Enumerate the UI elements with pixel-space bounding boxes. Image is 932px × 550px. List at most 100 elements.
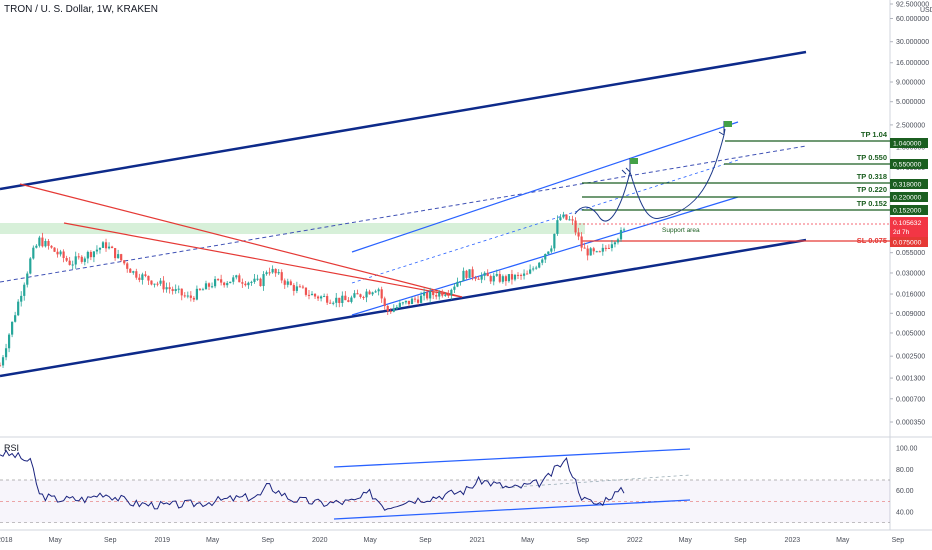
candle-body bbox=[26, 273, 29, 285]
rsi-label: RSI bbox=[4, 443, 20, 453]
candle-body bbox=[353, 293, 356, 298]
candle-body bbox=[162, 280, 165, 290]
downtrend-line-1 bbox=[19, 183, 463, 298]
candle-body bbox=[132, 271, 135, 273]
price-tick-label: 0.000350 bbox=[896, 420, 925, 427]
candle-body bbox=[344, 295, 347, 301]
candle-body bbox=[371, 292, 374, 295]
candle-body bbox=[110, 246, 114, 249]
support-area-band bbox=[0, 223, 585, 234]
candle-body bbox=[107, 246, 111, 249]
candle-body bbox=[271, 268, 274, 273]
price-unit-label: USD bbox=[920, 7, 932, 14]
candle-body bbox=[50, 245, 53, 248]
price-tick-label: 30.000000 bbox=[896, 39, 929, 46]
candle-body bbox=[429, 291, 432, 299]
candle-body bbox=[183, 295, 186, 297]
candle-body bbox=[307, 294, 311, 296]
rsi-tick-label: 80.00 bbox=[896, 467, 914, 474]
candle-body bbox=[280, 272, 283, 281]
candle-body bbox=[320, 296, 323, 299]
candle-body bbox=[29, 258, 32, 274]
candle-body bbox=[232, 277, 235, 282]
candle-body bbox=[301, 286, 305, 288]
candle-body bbox=[565, 214, 568, 220]
current-price-box bbox=[890, 217, 928, 237]
price-tick-label: 2.500000 bbox=[896, 122, 925, 129]
upper-channel-line bbox=[0, 50, 807, 191]
candle-body bbox=[522, 273, 526, 276]
candle-body bbox=[238, 275, 241, 283]
candle-body bbox=[459, 281, 462, 283]
candle-body bbox=[265, 272, 268, 275]
candle-body bbox=[441, 291, 444, 296]
candle-body bbox=[7, 334, 11, 349]
candle-body bbox=[56, 251, 59, 255]
candle-body bbox=[198, 288, 202, 290]
candle-body bbox=[489, 276, 492, 282]
rsi-lower-trendline bbox=[333, 499, 691, 520]
candle-body bbox=[383, 298, 386, 307]
candle-body bbox=[295, 286, 298, 291]
candle-body bbox=[92, 251, 96, 258]
time-tick-label: 2023 bbox=[785, 537, 801, 544]
candle-body bbox=[313, 293, 317, 297]
candle-body bbox=[195, 288, 199, 300]
candle-body bbox=[277, 272, 280, 274]
candle-body bbox=[607, 247, 610, 249]
candle-body bbox=[416, 299, 420, 303]
time-tick-label: Sep bbox=[104, 537, 117, 544]
candle-body bbox=[59, 251, 62, 255]
candle-body bbox=[483, 272, 486, 276]
candle-body bbox=[80, 256, 83, 262]
candle-body bbox=[32, 247, 35, 259]
candle-body bbox=[174, 289, 177, 292]
level-price-label: 0.318000 bbox=[893, 182, 922, 189]
level-price-box bbox=[890, 179, 928, 189]
candle-body bbox=[304, 287, 308, 295]
channel-midline bbox=[0, 145, 807, 283]
time-tick-label: 2018 bbox=[0, 537, 13, 544]
candle-body bbox=[177, 288, 180, 290]
candle-body bbox=[365, 291, 368, 298]
candle-body bbox=[274, 268, 277, 274]
candle-body bbox=[65, 258, 68, 261]
candle-body bbox=[289, 281, 292, 286]
candle-body bbox=[601, 247, 604, 252]
candle-body bbox=[180, 288, 183, 296]
candle-body bbox=[438, 291, 441, 297]
candle-body bbox=[326, 296, 329, 303]
time-tick-label: May bbox=[49, 537, 63, 544]
time-tick-label: 2019 bbox=[154, 537, 170, 544]
time-tick-label: Sep bbox=[262, 537, 275, 544]
flag-icon bbox=[630, 158, 638, 164]
candle-body bbox=[519, 274, 523, 276]
candle-body bbox=[395, 307, 398, 309]
time-tick-label: 2021 bbox=[470, 537, 486, 544]
lower-channel-line bbox=[0, 238, 807, 378]
candle-body bbox=[259, 278, 262, 287]
candle-body bbox=[456, 281, 459, 287]
support-area-label: Support area bbox=[662, 227, 700, 234]
candle-body bbox=[410, 298, 414, 305]
time-tick-label: Sep bbox=[892, 537, 905, 544]
candle-body bbox=[210, 286, 214, 288]
candle-body bbox=[223, 282, 226, 286]
candle-body bbox=[498, 274, 501, 282]
level-price-box bbox=[890, 192, 928, 202]
price-tick-label: 92.500000 bbox=[896, 2, 929, 9]
candle-body bbox=[616, 239, 620, 243]
candle-body bbox=[389, 311, 392, 313]
candle-body bbox=[44, 240, 47, 247]
candle-body bbox=[226, 283, 229, 286]
candle-body bbox=[398, 303, 401, 308]
candle-body bbox=[47, 240, 50, 246]
candle-body bbox=[168, 287, 171, 290]
candle-body bbox=[256, 278, 259, 280]
candle-body bbox=[516, 274, 520, 276]
candle-body bbox=[201, 289, 205, 291]
candle-body bbox=[474, 277, 477, 279]
candle-body bbox=[241, 282, 244, 284]
candle-body bbox=[535, 267, 538, 269]
